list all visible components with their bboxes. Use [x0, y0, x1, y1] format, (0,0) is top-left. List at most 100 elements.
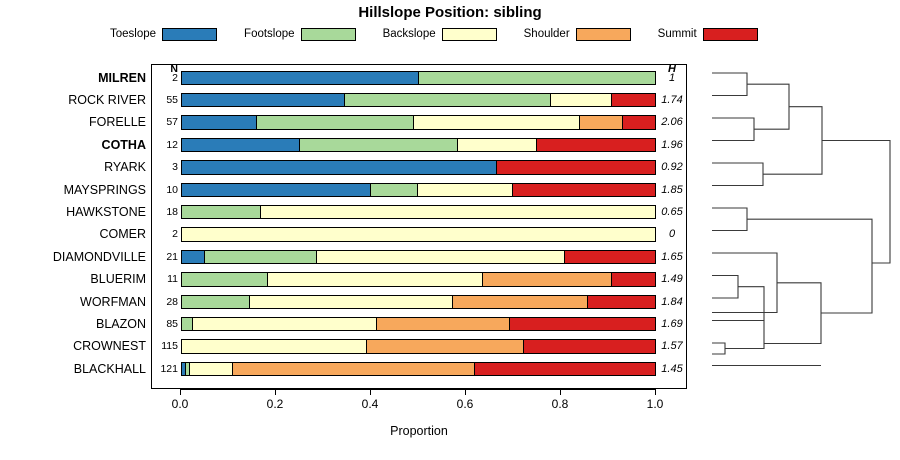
- stacked-bar[interactable]: [181, 316, 656, 332]
- bar-segment-shoulder[interactable]: [376, 317, 511, 331]
- bar-segment-footslope[interactable]: [345, 93, 552, 107]
- row-label: MAYSPRINGS: [63, 182, 146, 197]
- bar-segment-footslope[interactable]: [418, 71, 655, 84]
- stacked-bar[interactable]: [181, 294, 656, 309]
- bar-segment-summit[interactable]: [623, 116, 655, 129]
- bar-segment-backslope[interactable]: [182, 228, 655, 241]
- bar-segment-summit[interactable]: [510, 317, 655, 331]
- stacked-bar[interactable]: [181, 137, 656, 153]
- bar-segment-summit[interactable]: [513, 183, 655, 196]
- stacked-bar[interactable]: [181, 160, 656, 175]
- bar-segment-shoulder[interactable]: [452, 295, 588, 308]
- bar-segment-toeslope[interactable]: [182, 116, 257, 129]
- row-n-value: 55: [166, 93, 178, 106]
- row-h-value: 1.74: [661, 93, 683, 106]
- row-h-value: 2.06: [661, 116, 683, 129]
- bar-segment-footslope[interactable]: [182, 295, 250, 308]
- dendrogram: [700, 60, 900, 395]
- bar-segment-footslope[interactable]: [204, 250, 318, 264]
- row-label: MILREN: [98, 70, 146, 85]
- row-label: CROWNEST: [73, 339, 146, 354]
- bar-segment-summit[interactable]: [536, 138, 655, 152]
- bar-segment-backslope[interactable]: [190, 362, 234, 376]
- legend-item-summit[interactable]: Summit: [658, 27, 758, 41]
- bar-segment-toeslope[interactable]: [182, 161, 498, 174]
- row-h-value: 0.92: [661, 161, 683, 174]
- bar-segment-footslope[interactable]: [182, 317, 194, 331]
- bar-segment-summit[interactable]: [611, 93, 655, 107]
- row-n-value: 12: [166, 138, 178, 151]
- bar-segment-summit[interactable]: [565, 250, 655, 264]
- stacked-bar[interactable]: [181, 227, 656, 242]
- legend-item-shoulder[interactable]: Shoulder: [524, 27, 631, 41]
- row-n-value: 85: [166, 317, 178, 330]
- row-label: BLUERIM: [90, 272, 146, 287]
- bar-segment-summit[interactable]: [523, 340, 655, 353]
- row-n-value: 11: [167, 273, 178, 286]
- x-tick-label: 1.0: [646, 397, 664, 411]
- bar-segment-backslope[interactable]: [414, 116, 581, 129]
- bar-segment-backslope[interactable]: [193, 317, 377, 331]
- bar-segment-toeslope[interactable]: [182, 93, 346, 107]
- row-label: RYARK: [104, 160, 146, 175]
- bar-segment-backslope[interactable]: [551, 93, 612, 107]
- x-tick: [275, 389, 276, 395]
- bar-segment-backslope[interactable]: [260, 205, 655, 219]
- stacked-bar[interactable]: [181, 115, 656, 130]
- bar-segment-toeslope[interactable]: [182, 138, 301, 152]
- legend-item-footslope[interactable]: Footslope: [244, 27, 356, 41]
- bar-segment-backslope[interactable]: [317, 250, 566, 264]
- bar-segment-footslope[interactable]: [185, 362, 191, 376]
- row-label: BLAZON: [95, 316, 146, 331]
- bar-segment-toeslope[interactable]: [182, 362, 186, 376]
- row-h-value: 0.65: [661, 205, 683, 218]
- bar-segment-footslope[interactable]: [300, 138, 458, 152]
- row-label: WORFMAN: [80, 294, 146, 309]
- bar-segment-summit[interactable]: [475, 362, 655, 376]
- row-n-value: 21: [166, 250, 178, 263]
- row-label: HAWKSTONE: [66, 204, 146, 219]
- bar-segment-toeslope[interactable]: [182, 250, 205, 264]
- legend-item-toeslope[interactable]: Toeslope: [110, 27, 218, 41]
- bar-segment-backslope[interactable]: [457, 138, 537, 152]
- stacked-bar[interactable]: [181, 339, 656, 354]
- legend-swatch: [575, 27, 631, 41]
- bar-segment-footslope[interactable]: [256, 116, 415, 129]
- bar-segment-shoulder[interactable]: [366, 340, 524, 353]
- x-axis-label: Proportion: [390, 424, 448, 438]
- row-h-value: 1: [668, 71, 676, 84]
- row-label: FORELLE: [89, 115, 146, 130]
- bar-segment-backslope[interactable]: [418, 183, 514, 196]
- legend: Toeslope Footslope Backslope Shoulder Summit: [110, 25, 810, 43]
- x-tick: [655, 389, 656, 395]
- bar-segment-summit[interactable]: [587, 295, 655, 308]
- bar-segment-shoulder[interactable]: [483, 273, 613, 286]
- bar-segment-toeslope[interactable]: [182, 183, 372, 196]
- x-tick-label: 0.0: [171, 397, 189, 411]
- stacked-bar[interactable]: [181, 70, 656, 85]
- bar-segment-footslope[interactable]: [371, 183, 419, 196]
- stacked-bar[interactable]: [181, 92, 656, 108]
- stacked-bar[interactable]: [181, 249, 656, 265]
- legend-item-backslope[interactable]: Backslope: [383, 27, 497, 41]
- x-tick: [560, 389, 561, 395]
- stacked-bar[interactable]: [181, 204, 656, 220]
- row-h-value: 0: [668, 228, 676, 241]
- x-tick: [180, 389, 181, 395]
- stacked-bar[interactable]: [181, 272, 656, 287]
- bar-segment-backslope[interactable]: [268, 273, 484, 286]
- stacked-bar[interactable]: [181, 182, 656, 197]
- bar-segment-shoulder[interactable]: [580, 116, 624, 129]
- stacked-bar[interactable]: [181, 361, 656, 377]
- bar-segment-backslope[interactable]: [182, 340, 367, 353]
- bar-segment-shoulder[interactable]: [233, 362, 476, 376]
- row-h-value: 1.69: [661, 317, 683, 330]
- bar-segment-summit[interactable]: [497, 161, 655, 174]
- bar-segment-toeslope[interactable]: [182, 71, 419, 84]
- row-n-value: 18: [166, 205, 178, 218]
- bar-segment-footslope[interactable]: [182, 273, 269, 286]
- bar-segment-footslope[interactable]: [182, 205, 261, 219]
- bar-segment-summit[interactable]: [612, 273, 655, 286]
- bar-segment-backslope[interactable]: [249, 295, 453, 308]
